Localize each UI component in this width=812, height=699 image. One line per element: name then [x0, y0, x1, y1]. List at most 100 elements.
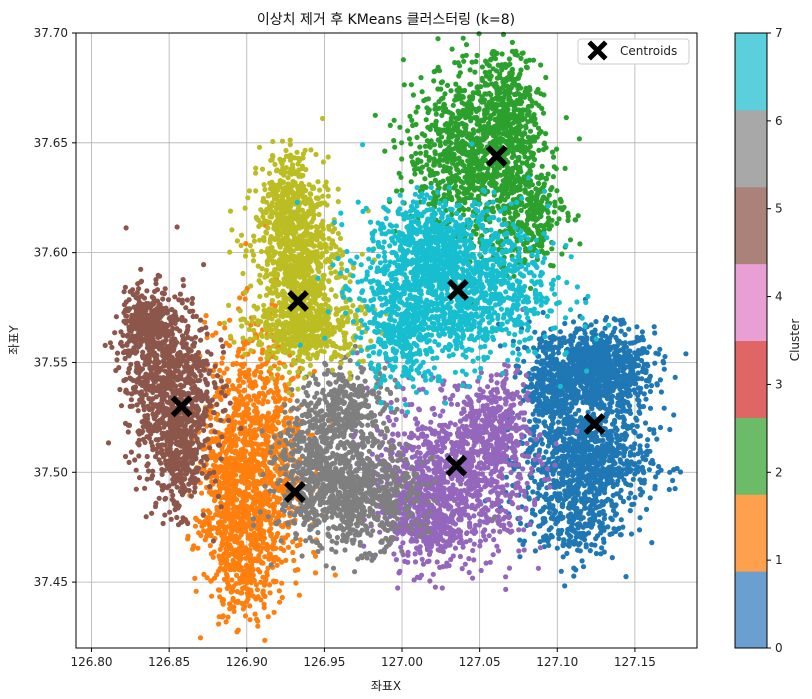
cluster-point — [233, 547, 239, 553]
cluster-point — [391, 138, 397, 144]
cluster-point — [588, 322, 594, 328]
cluster-point — [273, 554, 279, 560]
cluster-point — [612, 382, 618, 388]
cluster-point — [456, 144, 462, 150]
cluster-point — [245, 569, 251, 575]
cluster-point — [652, 486, 658, 492]
cluster-point — [482, 115, 488, 121]
cluster-point — [575, 391, 581, 398]
cluster-point — [550, 351, 557, 357]
cluster-point — [232, 539, 238, 545]
cluster-point — [620, 368, 626, 374]
cluster-point — [265, 614, 271, 620]
cluster-point — [607, 468, 613, 475]
cluster-point — [220, 596, 226, 603]
cluster-point — [587, 548, 593, 554]
cluster-point — [229, 528, 235, 535]
cluster-point — [591, 430, 597, 436]
cluster-point — [667, 469, 673, 475]
cluster-point — [431, 156, 437, 162]
plot-area: 126.80 126.85 126.90 126.95 127.00 127.05 127.… — [34, 26, 698, 669]
cluster-point — [491, 111, 497, 117]
cluster-point — [472, 69, 478, 75]
cluster-point — [264, 375, 270, 381]
cluster-point — [585, 458, 591, 464]
cluster-point — [415, 104, 421, 110]
cluster-point — [658, 389, 665, 395]
cluster-point — [548, 525, 554, 531]
cluster-point — [560, 554, 566, 560]
cluster-point — [460, 168, 466, 174]
cluster-point — [560, 359, 566, 365]
cluster-point — [618, 403, 624, 409]
cluster-point — [409, 153, 415, 160]
cluster-point — [262, 508, 268, 515]
cluster-point — [444, 128, 450, 134]
cluster-point — [652, 330, 658, 336]
cluster-point — [560, 468, 566, 474]
cluster-point — [256, 445, 262, 451]
cluster-point — [261, 601, 267, 607]
cluster-point — [588, 488, 594, 495]
cluster-point — [437, 139, 443, 145]
cluster-point — [589, 329, 595, 336]
cluster-point — [577, 345, 583, 351]
cluster-point — [247, 603, 253, 609]
cluster-point — [530, 398, 536, 405]
cluster-point — [193, 515, 199, 521]
cluster-point — [532, 329, 538, 335]
cluster-point — [209, 593, 215, 599]
cluster-point — [241, 388, 247, 394]
cluster-point — [231, 608, 237, 615]
cluster-point — [586, 522, 593, 529]
cluster-point — [543, 395, 549, 401]
cluster-point — [432, 170, 438, 176]
cluster-point — [237, 295, 243, 301]
cluster-point — [246, 484, 252, 491]
cluster-point — [536, 402, 542, 408]
cluster-point — [597, 484, 603, 491]
cluster-point — [595, 381, 601, 387]
cluster-point — [216, 614, 222, 620]
cluster-point — [558, 433, 564, 439]
cluster-point — [643, 383, 650, 389]
cluster-point — [235, 377, 242, 383]
cluster-point — [261, 384, 268, 391]
cluster-point — [545, 538, 551, 544]
cluster-point — [479, 64, 485, 70]
cluster-point — [221, 440, 227, 446]
cluster-point — [251, 558, 257, 564]
cluster-point — [469, 96, 475, 102]
cluster-point — [243, 241, 249, 247]
cluster-point — [229, 441, 235, 447]
cluster-point — [207, 543, 213, 549]
cluster-point — [242, 480, 248, 486]
cluster-point — [634, 338, 640, 344]
cluster-point — [539, 408, 545, 414]
cluster-point — [449, 46, 455, 52]
cluster-point — [237, 368, 243, 374]
cluster-point — [555, 400, 562, 406]
cluster-point — [231, 410, 237, 416]
cluster-point — [206, 489, 212, 495]
cluster-point — [608, 498, 614, 504]
cluster-point — [618, 321, 624, 327]
cluster-point — [523, 59, 529, 65]
cluster-point — [576, 136, 583, 142]
cluster-point — [628, 490, 634, 496]
cluster-point — [251, 478, 257, 484]
cluster-point — [534, 375, 540, 381]
cluster-point — [590, 510, 596, 517]
cluster-point — [637, 515, 643, 521]
cluster-point — [542, 419, 548, 425]
cluster-point — [654, 436, 660, 442]
cluster-point — [540, 534, 547, 540]
cluster-point — [210, 438, 216, 444]
cluster-point — [237, 575, 243, 582]
cluster-point — [558, 530, 564, 537]
cluster-point — [275, 499, 281, 505]
cluster-point — [391, 117, 397, 123]
cluster-point — [616, 525, 622, 532]
cluster-point — [581, 392, 587, 399]
cluster-point — [568, 519, 574, 525]
